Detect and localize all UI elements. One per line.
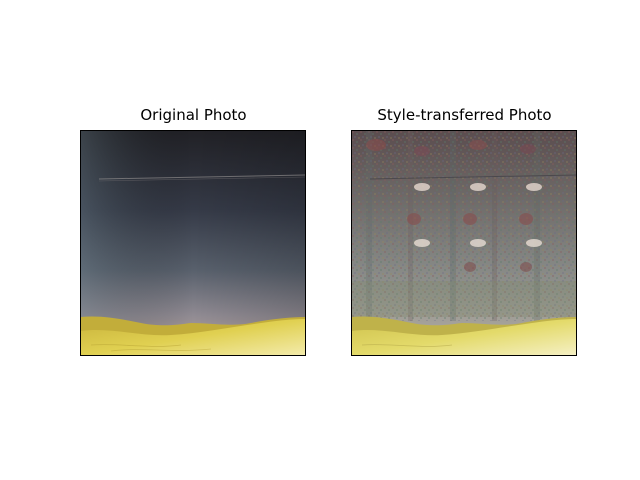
style-transferred-photo-image xyxy=(352,131,576,355)
style-transferred-photo-title: Style-transferred Photo xyxy=(377,106,552,124)
original-photo-title: Original Photo xyxy=(140,106,247,124)
original-photo-image xyxy=(81,131,305,355)
style-transferred-photo-panel xyxy=(351,130,577,356)
original-photo-panel xyxy=(80,130,306,356)
